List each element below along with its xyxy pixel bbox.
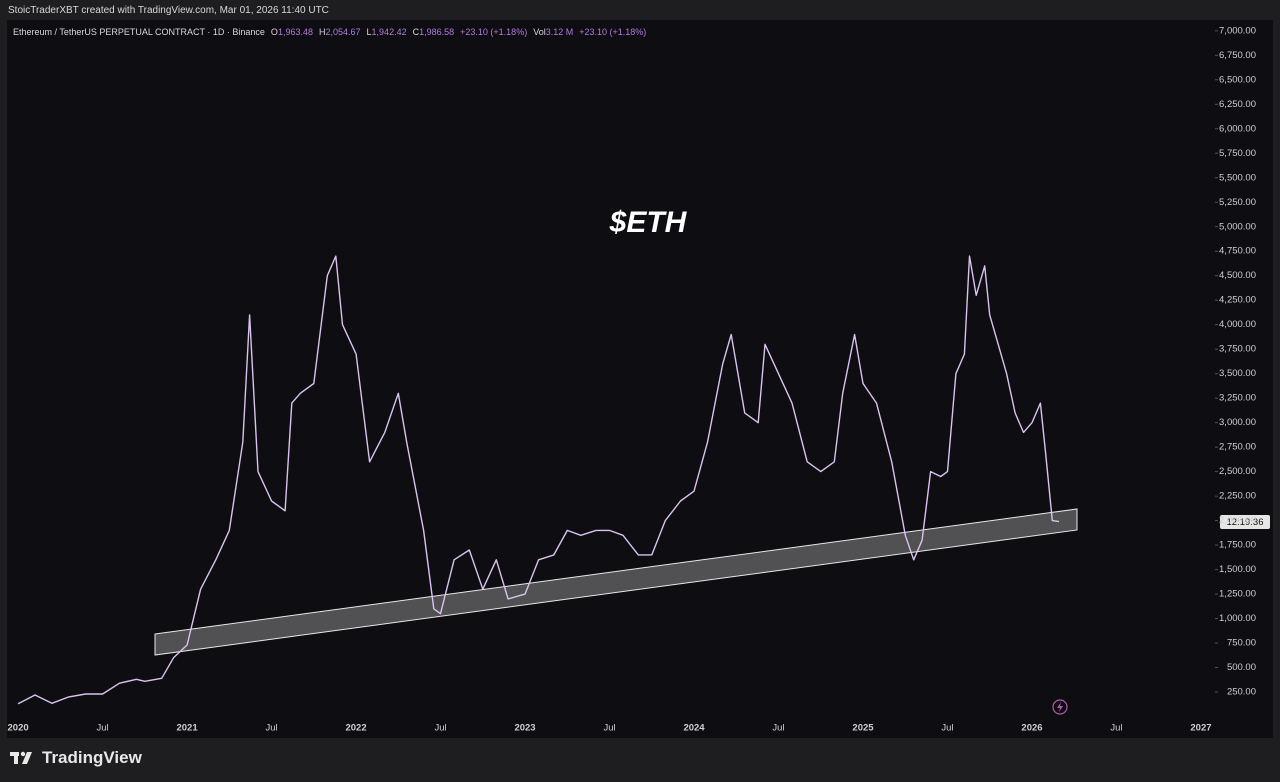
- y-tick-label: 7,000.00: [1219, 25, 1256, 36]
- x-tick-label: 2026: [1021, 723, 1042, 734]
- support-channel: [154, 508, 1078, 656]
- x-tick-label: 2021: [176, 723, 198, 734]
- ohlc-label: C: [412, 27, 420, 37]
- symbol: Ethereum / TetherUS PERPETUAL CONTRACT ·…: [13, 27, 265, 37]
- x-tick-label: 2024: [683, 723, 705, 734]
- y-tick-label: 4,750.00: [1219, 246, 1256, 257]
- change: +23.10 (+1.18%): [460, 27, 528, 37]
- countdown: 12:19:36: [1227, 517, 1264, 528]
- ohlc-value: 1,963.48: [277, 27, 313, 37]
- price-line: [17, 255, 1060, 705]
- x-tick-label: Jul: [941, 723, 953, 734]
- y-tick-label: 1,000.00: [1219, 613, 1256, 624]
- x-tick-label: 2020: [8, 723, 29, 734]
- countdown-box: [1220, 515, 1270, 529]
- y-tick-label: 6,500.00: [1219, 74, 1256, 85]
- alert-icon-bolt: [1057, 702, 1063, 712]
- y-tick-label: 750.00: [1227, 638, 1256, 649]
- y-tick-label: 2,250.00: [1219, 491, 1256, 502]
- y-tick-label: 1,250.00: [1219, 589, 1256, 600]
- y-tick-label: 3,750.00: [1219, 344, 1256, 355]
- vol: 3.12 M: [545, 27, 574, 37]
- x-tick-label: Jul: [96, 723, 108, 734]
- y-tick-label: 5,500.00: [1219, 172, 1256, 183]
- y-tick-label: 6,250.00: [1219, 99, 1256, 110]
- ohlc-value: 1,986.58: [419, 27, 455, 37]
- ohlc-label: O: [270, 27, 278, 37]
- x-tick-label: Jul: [603, 723, 615, 734]
- ohlc-label: H: [318, 27, 326, 37]
- vol-change: +23.10 (+1.18%): [579, 27, 647, 37]
- ohlc-value: 2,054.67: [325, 27, 361, 37]
- y-tick-label: 3,500.00: [1219, 368, 1256, 379]
- y-tick-label: 5,000.00: [1219, 221, 1256, 232]
- y-tick-label: 2,750.00: [1219, 442, 1256, 453]
- brand-name: TradingView: [42, 748, 142, 767]
- y-tick-label: 1,500.00: [1219, 564, 1256, 575]
- x-tick-label: Jul: [772, 723, 784, 734]
- y-tick-label: 250.00: [1227, 687, 1256, 698]
- x-tick-label: 2023: [514, 723, 535, 734]
- ohlc-value: 1,942.42: [371, 27, 407, 37]
- y-tick-label: 4,250.00: [1219, 295, 1256, 306]
- chart-title: $ETH: [609, 206, 688, 239]
- y-tick-label: 1,750.00: [1219, 540, 1256, 551]
- y-tick-label: 5,250.00: [1219, 197, 1256, 208]
- brand-logo: [10, 751, 32, 764]
- symbol-legend: Ethereum / TetherUS PERPETUAL CONTRACT ·…: [13, 27, 646, 37]
- alert-icon: [1052, 699, 1068, 715]
- chart-background: [7, 20, 1273, 738]
- x-tick-label: 2022: [345, 723, 366, 734]
- ohlc-label: L: [366, 27, 372, 37]
- y-tick-label: 500.00: [1227, 662, 1256, 673]
- y-tick-label: 2,000.00: [1219, 515, 1256, 526]
- y-tick-label: 4,000.00: [1219, 319, 1256, 330]
- x-tick-label: Jul: [265, 723, 277, 734]
- vol-label: Vol: [533, 27, 546, 37]
- y-tick-label: 4,500.00: [1219, 270, 1256, 281]
- y-tick-label: 2,500.00: [1219, 466, 1256, 477]
- y-tick-label: 6,000.00: [1219, 123, 1256, 134]
- brand: TradingView: [10, 748, 142, 768]
- y-tick-label: 3,250.00: [1219, 393, 1256, 404]
- x-tick-label: 2027: [1190, 723, 1211, 734]
- credit: StoicTraderXBT created with TradingView.…: [8, 5, 329, 16]
- y-tick-label: 5,750.00: [1219, 148, 1256, 159]
- x-tick-label: Jul: [1110, 723, 1122, 734]
- x-tick-label: 2025: [852, 723, 874, 734]
- x-tick-label: Jul: [434, 723, 446, 734]
- y-tick-label: 6,750.00: [1219, 50, 1256, 61]
- y-tick-label: 3,000.00: [1219, 417, 1256, 428]
